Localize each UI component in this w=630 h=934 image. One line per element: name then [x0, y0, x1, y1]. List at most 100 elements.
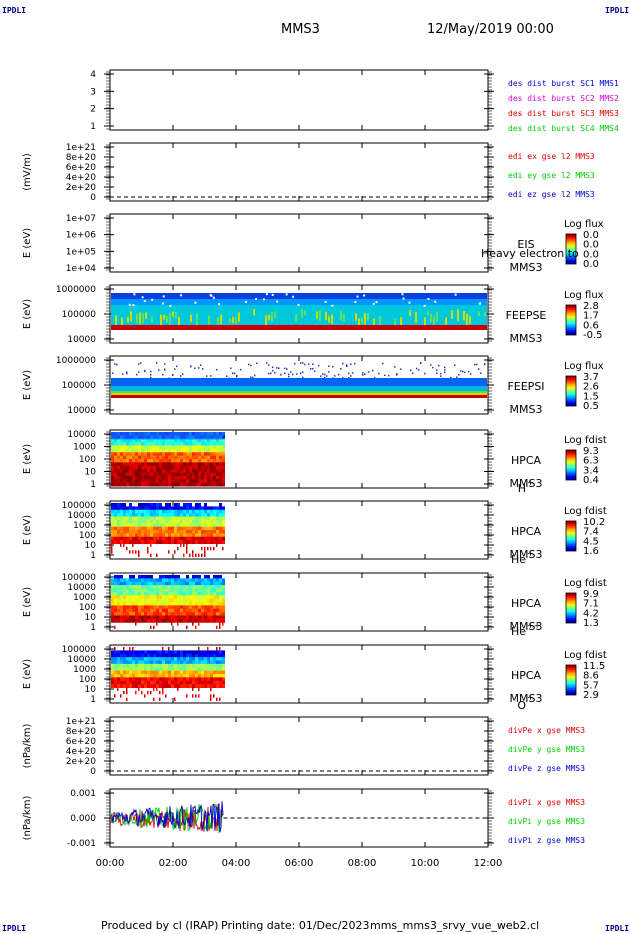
spectrogram-pixel — [141, 595, 144, 600]
spectrogram-pixel — [162, 523, 165, 528]
spectrogram-pixel — [195, 459, 198, 463]
spectrogram-pixel — [126, 690, 128, 695]
spectrogram-pixel — [177, 578, 180, 583]
spectrogram-pixel — [204, 653, 207, 658]
spectrogram-pixel — [177, 445, 180, 450]
legend-entry: des dist burst SC1 MMS1 — [508, 79, 619, 88]
spectrogram-pixel — [150, 612, 153, 616]
spectrogram-pixel — [379, 315, 381, 327]
spectrogram-pixel — [135, 438, 138, 443]
spectrogram-pixel — [222, 435, 225, 440]
spectrogram-pixel — [222, 660, 225, 665]
spectrogram-pixel — [150, 438, 153, 443]
spectrogram-pixel — [219, 442, 222, 446]
spectrogram-pixel — [159, 578, 162, 583]
spectrogram-pixel — [132, 530, 135, 534]
spectrogram-pixel — [174, 608, 177, 613]
spectrogram-pixel — [144, 469, 147, 473]
spectrogram-pixel — [232, 372, 234, 374]
spectrogram-pixel — [192, 595, 195, 600]
spectrogram-pixel — [213, 591, 216, 596]
spectrogram-pixel — [159, 459, 162, 463]
spectrogram-pixel — [147, 442, 150, 446]
spectrogram-pixel — [117, 598, 120, 603]
spectrogram-pixel — [136, 313, 138, 324]
footer-printing-date: Printing date: 01/Dec/2023 — [221, 919, 370, 932]
spectrogram-pixel — [177, 526, 180, 531]
spectrogram-pixel — [295, 313, 297, 322]
spectrogram-pixel — [129, 598, 132, 603]
spectrogram-pixel — [138, 482, 141, 487]
spectrogram-pixel — [186, 543, 188, 547]
spectrogram-pixel — [375, 301, 378, 304]
spectrogram-pixel — [126, 526, 129, 531]
spectrogram-pixel — [123, 581, 126, 586]
spectrogram-pixel — [373, 318, 375, 329]
spectrogram-pixel — [147, 482, 150, 487]
spectrogram-pixel — [120, 677, 123, 682]
spectrogram-pixel — [164, 363, 166, 365]
spectrogram-pixel — [147, 690, 149, 695]
spectrogram-pixel — [183, 581, 186, 586]
spectrogram-pixel — [183, 591, 186, 596]
spectrogram-pixel — [186, 660, 189, 665]
spectrogram-pixel — [183, 459, 186, 463]
spectrogram-pixel — [126, 618, 129, 623]
spectrogram-pixel — [135, 455, 138, 460]
spectrogram-pixel — [150, 588, 153, 593]
spectrogram-pixel — [111, 546, 113, 551]
spectrogram-pixel — [216, 585, 219, 589]
spectrogram-pixel — [156, 581, 159, 586]
spectrogram-pixel — [123, 605, 126, 610]
spectrogram-pixel — [177, 516, 180, 521]
spectrogram-pixel — [129, 519, 132, 524]
colorbar-tick-label: -0.5 — [583, 330, 603, 341]
spectrogram-pixel — [117, 513, 120, 517]
spectrogram-pixel — [207, 615, 210, 620]
spectrogram-pixel — [434, 300, 437, 303]
spectrogram-pixel — [216, 368, 218, 371]
spectrogram-pixel — [304, 310, 306, 316]
spectrogram-pixel — [189, 533, 192, 538]
colorbar-tick-label: 4.5 — [583, 536, 599, 547]
spectrogram-pixel — [144, 581, 147, 586]
spectrogram-pixel — [120, 591, 123, 596]
colorbar-tick-label: 2.6 — [583, 382, 599, 393]
spectrogram-pixel — [156, 523, 159, 528]
spectrogram-pixel — [204, 670, 207, 675]
spectrogram-pixel — [114, 445, 117, 450]
spectrogram-pixel — [189, 598, 192, 603]
spectrogram-pixel — [141, 438, 144, 443]
spectrogram-pixel — [114, 523, 117, 528]
spectrogram-pixel — [138, 653, 141, 658]
spectrogram-pixel — [132, 667, 135, 672]
spectrogram-pixel — [350, 363, 352, 366]
spectrogram-pixel — [198, 533, 201, 538]
spectrogram-pixel — [186, 452, 189, 457]
spectrogram-pixel — [174, 680, 177, 685]
spectrogram-pixel — [156, 612, 159, 616]
spectrogram-pixel — [132, 605, 135, 610]
spectrogram-pixel — [171, 540, 174, 544]
spectrogram-pixel — [126, 513, 129, 517]
spectrogram-pixel — [129, 530, 132, 534]
spectrogram-pixel — [210, 459, 213, 463]
spectrogram-pixel — [156, 650, 159, 655]
spectrogram-pixel — [153, 595, 156, 600]
colorbar-tick-label: 3.7 — [583, 372, 599, 383]
spectrogram-pixel — [138, 598, 141, 603]
spectrogram-pixel — [117, 516, 120, 521]
spectrogram-pixel — [147, 585, 150, 589]
spectrogram-pixel — [400, 317, 402, 328]
spectrogram-pixel — [222, 465, 225, 470]
colorbar-title: Log fdist — [564, 650, 607, 661]
spectrogram-pixel — [198, 657, 201, 661]
spectrogram-pixel — [156, 506, 159, 511]
colorbar-tick-label: 0.0 — [583, 249, 599, 260]
spectrogram-pixel — [153, 588, 156, 593]
spectrogram-pixel — [216, 475, 219, 480]
spectrogram-pixel — [168, 459, 171, 463]
spectrogram-pixel — [141, 475, 144, 480]
spectrogram-pixel — [132, 523, 135, 528]
spectrogram-pixel — [156, 602, 159, 606]
